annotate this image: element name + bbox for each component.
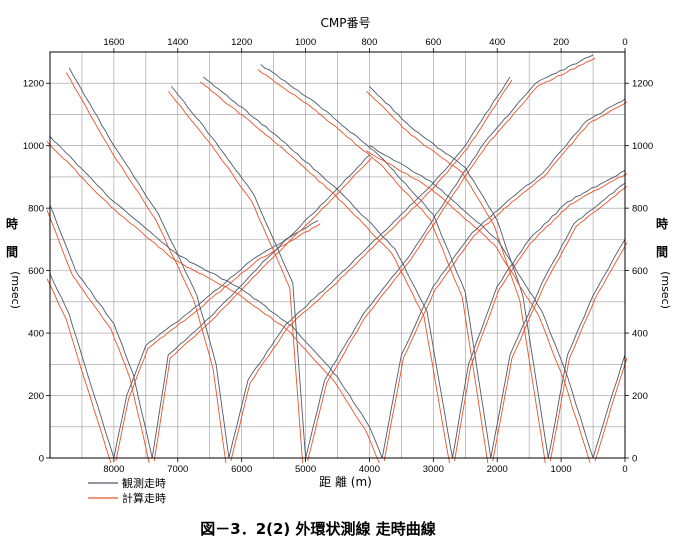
calculated-curve-shot-6200-left: [65, 72, 227, 464]
observed-curve-shot-6200-left: [68, 67, 230, 459]
x-tick-label: 8000: [103, 464, 124, 475]
grid: [49, 51, 626, 459]
calculated-curve-shot-6200-right: [230, 79, 513, 462]
plot-frame: [49, 51, 626, 459]
x-tick-label: 7000: [167, 464, 188, 475]
top-tick-label: 1000: [295, 37, 316, 48]
top-tick-label: 800: [362, 37, 378, 48]
y-tick-label-left: 400: [28, 329, 44, 340]
top-tick-label: 400: [489, 37, 505, 48]
y-tick-label-left: 1000: [23, 141, 44, 152]
top-tick-label: 200: [553, 37, 569, 48]
x-tick-label: 1000: [551, 464, 572, 475]
x-axis-title: 距 離 (m): [319, 475, 372, 489]
y-axis-title-right: 時 間 (msec): [656, 216, 672, 309]
top-axis-title: CMP番号: [321, 16, 371, 30]
y-tick-label-left: 800: [28, 204, 44, 215]
y-tick-label-left: 600: [28, 266, 44, 277]
figure-caption: 図－3．2(2) 外環状測線 走時曲線: [200, 520, 435, 538]
y-title-right-char-1: 時: [656, 216, 668, 231]
calculated-curve-shot-7400-left: [46, 209, 150, 464]
observed-curve-shot-2100-left: [260, 64, 492, 459]
observed-curve-shot-2100-right: [490, 182, 626, 459]
observed-curve-shot-500-right: [592, 354, 626, 459]
y-title-right-unit: (msec): [659, 271, 672, 309]
y-tick-label-left: 0: [39, 454, 44, 465]
calculated-curve-shot-500-right: [594, 357, 628, 462]
observed-curve-shot-7400-left: [49, 204, 153, 459]
calculated-curve-shot-2700-left: [200, 81, 450, 464]
calculated-curve-shot-8000-right: [115, 223, 321, 462]
observed-curve-shot-500-left: [369, 145, 594, 459]
x-tick-label: 6000: [231, 464, 252, 475]
y-axis-title-left: 時 間 (msec): [6, 216, 22, 309]
observed-curve-shot-3800-right: [381, 98, 626, 459]
calculated-curve-shot-5000-left: [168, 91, 304, 464]
legend: 観測走時 計算走時: [88, 476, 166, 505]
x-tick-label: 4000: [359, 464, 380, 475]
observed-curve-shot-1200-right: [547, 239, 626, 459]
y-title-left-char-1: 時: [6, 216, 18, 231]
y-tick-label-left: 1200: [23, 79, 44, 90]
observed-curve-shot-8000-left: [49, 273, 115, 459]
observed-curve-shot-7400-right: [151, 154, 370, 459]
observed-curve-shot-2700-left: [203, 76, 453, 459]
calculated-curve-shot-8000-left: [46, 278, 112, 464]
x-tick-label: 5000: [295, 464, 316, 475]
observed-curve-shot-5000-left: [171, 86, 307, 459]
travel-time-curves: [46, 54, 628, 464]
y-tick-label-left: 200: [28, 391, 44, 402]
observed-curve-shot-3800-left: [49, 136, 383, 459]
y-tick-label-right: 800: [632, 204, 648, 215]
top-tick-label: 1200: [231, 37, 252, 48]
calculated-curve-shot-500-left: [366, 150, 591, 464]
observed-curve-shot-6200-right: [228, 76, 511, 459]
calculated-curve-shot-1200-right: [549, 242, 628, 462]
calculated-curve-shot-3800-right: [383, 101, 628, 462]
y-title-left-char-2: 間: [6, 245, 18, 259]
observed-curve-shot-8000-right: [113, 220, 319, 459]
calculated-curve-shot-1200-left: [366, 91, 546, 464]
top-tick-label: 0: [622, 37, 627, 48]
y-tick-label-right: 1000: [632, 141, 653, 152]
top-tick-label: 1400: [167, 37, 188, 48]
observed-curve-shot-1200-left: [369, 86, 549, 459]
y-title-left-unit: (msec): [9, 271, 22, 309]
y-tick-label-right: 0: [632, 454, 637, 465]
x-tick-label: 2000: [487, 464, 508, 475]
calculated-curve-shot-2100-left: [257, 69, 489, 464]
x-tick-label: 3000: [423, 464, 444, 475]
calculated-curve-shot-2100-right: [492, 185, 628, 462]
observed-curve-shot-2700-right: [452, 170, 626, 459]
legend-label-observed: 観測走時: [122, 476, 166, 490]
y-tick-label-right: 200: [632, 391, 648, 402]
y-tick-label-right: 1200: [632, 79, 653, 90]
x-tick-label: 0: [622, 464, 627, 475]
legend-label-calculated: 計算走時: [122, 491, 166, 505]
y-tick-label-right: 600: [632, 266, 648, 277]
y-title-right-char-2: 間: [656, 245, 668, 259]
calculated-curve-shot-3800-left: [46, 141, 380, 464]
top-tick-label: 600: [425, 37, 441, 48]
top-tick-label: 1600: [103, 37, 124, 48]
y-tick-label-right: 400: [632, 329, 648, 340]
calculated-curve-shot-2700-right: [454, 173, 628, 462]
